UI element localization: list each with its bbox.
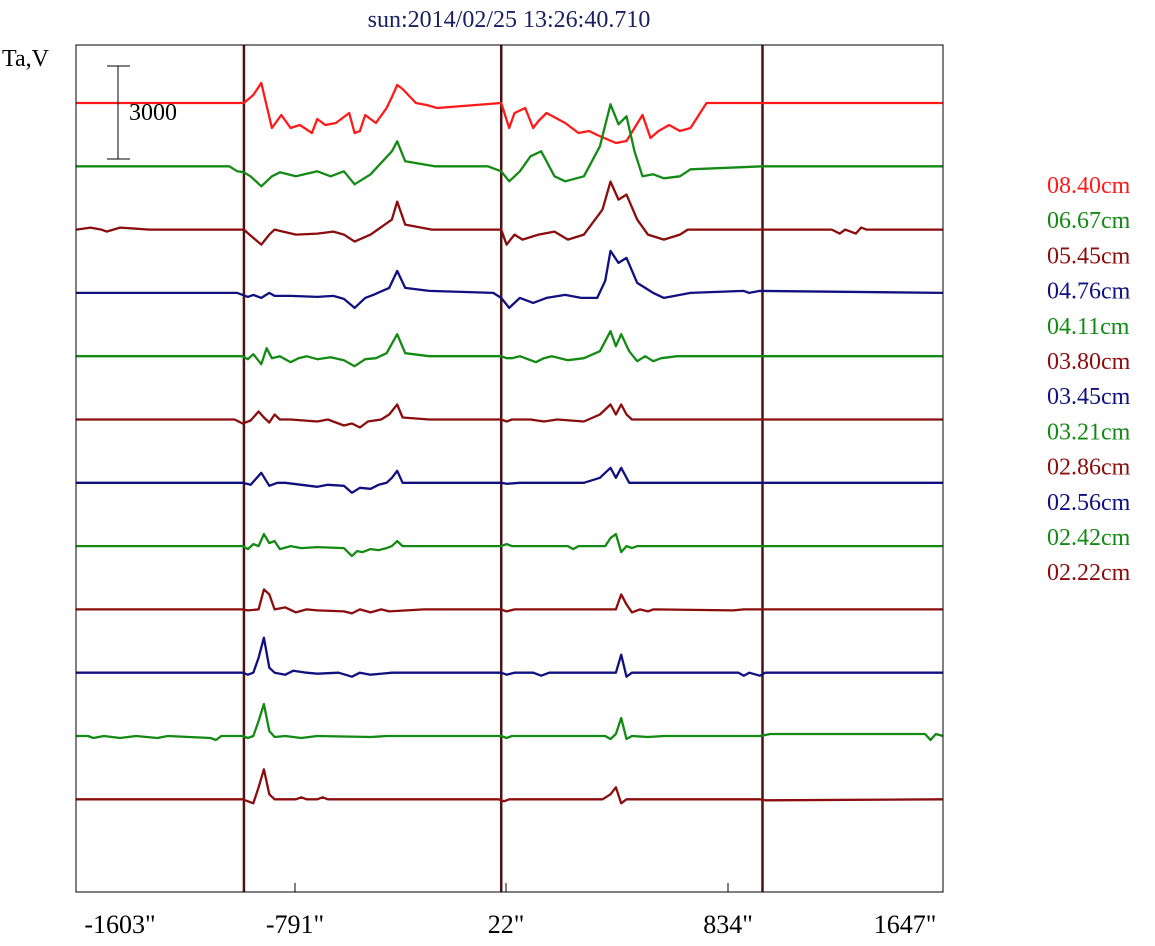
x-tick-label-2: 22": [488, 910, 525, 939]
series-line-03.80cm: [76, 403, 943, 429]
series-line-04.11cm: [76, 330, 943, 368]
legend-entry-02.56cm: 02.56cm: [1047, 490, 1131, 516]
legend-entry-08.40cm: 08.40cm: [1047, 173, 1131, 199]
series-line-08.40cm: [76, 81, 943, 145]
series-line-06.67cm: [76, 103, 943, 188]
y-axis-label: Ta,V: [2, 46, 50, 72]
plot-frame: [75, 44, 944, 893]
vertical-markers: [242, 45, 764, 892]
legend-entry-03.45cm: 03.45cm: [1047, 384, 1131, 410]
scale-bar: 3000: [107, 65, 177, 160]
legend-entry-02.42cm: 02.42cm: [1047, 525, 1131, 551]
x-tick-label-4: 1647": [874, 910, 937, 939]
legend-entry-06.67cm: 06.67cm: [1047, 208, 1131, 234]
series-lines: [76, 81, 944, 805]
series-line-05.45cm: [76, 180, 943, 246]
series-line-03.45cm: [76, 466, 943, 494]
series-line-02.22cm: [76, 768, 944, 805]
scale-bar-label: 3000: [129, 100, 177, 126]
x-tick-label-0: -1603": [84, 910, 155, 939]
legend-entry-03.21cm: 03.21cm: [1047, 419, 1131, 445]
legend-entry-03.80cm: 03.80cm: [1047, 349, 1131, 375]
x-tick-label-3: 834": [703, 910, 753, 939]
legend-entry-04.11cm: 04.11cm: [1047, 314, 1130, 340]
series-line-02.42cm: [76, 702, 944, 742]
legend-entry-05.45cm: 05.45cm: [1047, 243, 1131, 269]
series-line-04.76cm: [76, 249, 944, 310]
legend: 08.40cm 06.67cm 05.45cm 04.76cm 04.11cm 03.80…: [1047, 173, 1131, 586]
series-line-02.86cm: [76, 588, 943, 615]
x-axis-ticks: [294, 883, 729, 892]
legend-entry-04.76cm: 04.76cm: [1047, 279, 1131, 305]
series-line-02.56cm: [76, 636, 943, 678]
series-line-03.21cm: [76, 532, 943, 558]
legend-entry-02.86cm: 02.86cm: [1047, 455, 1131, 481]
x-tick-labels: -1603" -791" 22" 834" 1647": [84, 910, 936, 939]
x-tick-label-1: -791": [266, 910, 324, 939]
legend-entry-02.22cm: 02.22cm: [1047, 560, 1131, 586]
chart-title: sun:2014/02/25 13:26:40.710: [368, 7, 651, 33]
